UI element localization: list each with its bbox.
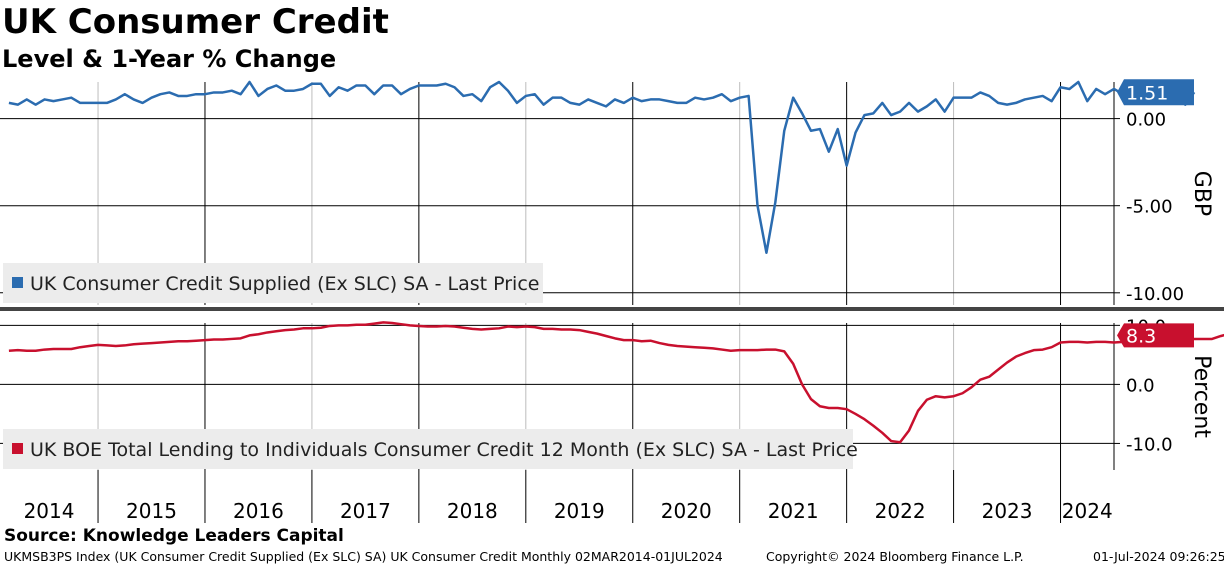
x-tick-label: 2020 (661, 499, 712, 523)
x-tick-label: 2015 (126, 499, 177, 523)
x-tick-label: 2023 (982, 499, 1033, 523)
panel-divider (0, 307, 1224, 311)
x-tick-label: 2016 (233, 499, 284, 523)
legend-swatch (12, 277, 23, 288)
last-value-tag (1117, 323, 1194, 348)
y-tick-label: 0.00 (1126, 110, 1166, 131)
footer-copyright: Copyright© 2024 Bloomberg Finance L.P. (766, 549, 1024, 564)
legend-box (3, 263, 543, 303)
series-line (8, 80, 1196, 254)
legend-box (3, 429, 853, 469)
chart-subtitle: Level & 1-Year % Change (2, 45, 337, 73)
last-value-label: 8.3 (1126, 325, 1156, 347)
last-value-label: 1.51 (1126, 82, 1168, 104)
series-line (8, 321, 1224, 444)
chart-title: UK Consumer Credit (2, 2, 389, 42)
legend-swatch (12, 443, 23, 454)
x-tick-label: 2019 (554, 499, 605, 523)
y-tick-label: -5.00 (1126, 197, 1173, 218)
legend-label: UK Consumer Credit Supplied (Ex SLC) SA … (30, 273, 539, 295)
legend-label: UK BOE Total Lending to Individuals Cons… (30, 439, 858, 461)
y-tick-label: -10.0 (1126, 434, 1173, 455)
y-axis-title: GBP (1189, 171, 1214, 216)
footer-timestamp: 01-Jul-2024 09:26:25 (1093, 549, 1224, 564)
y-tick-label: 0.0 (1126, 375, 1155, 396)
y-tick-label: -10.00 (1126, 284, 1184, 305)
x-tick-label: 2014 (24, 499, 75, 523)
x-tick-label: 2017 (340, 499, 391, 523)
footer-ticker: UKMSB3PS Index (UK Consumer Credit Suppl… (4, 549, 723, 564)
x-tick-label: 2024 (1062, 499, 1113, 523)
x-tick-label: 2021 (768, 499, 819, 523)
y-axis-title: Percent (1189, 355, 1214, 438)
source-note: Source: Knowledge Leaders Capital (4, 526, 344, 546)
x-tick-label: 2022 (875, 499, 926, 523)
x-tick-label: 2018 (447, 499, 498, 523)
last-value-tag (1117, 79, 1194, 106)
